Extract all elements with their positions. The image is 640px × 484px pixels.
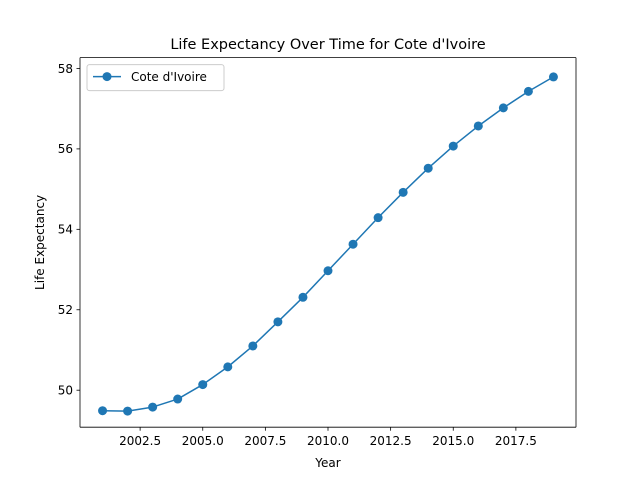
y-axis-label: Life Expectancy xyxy=(33,195,47,290)
data-point xyxy=(373,213,383,223)
data-point xyxy=(523,86,533,96)
data-point xyxy=(98,406,108,416)
x-tick-label: 2017.5 xyxy=(495,434,537,448)
data-point xyxy=(323,266,333,276)
data-point xyxy=(548,72,558,82)
data-point xyxy=(148,402,158,412)
x-tick-label: 2012.5 xyxy=(370,434,412,448)
x-axis-ticks: 2002.5 2005.0 2007.5 2010.0 2012.5 2015.0 2017… xyxy=(119,427,537,448)
x-tick-label: 2010.0 xyxy=(307,434,349,448)
data-point xyxy=(198,380,208,390)
data-point xyxy=(298,292,308,302)
data-point xyxy=(398,187,408,197)
data-point xyxy=(173,394,183,404)
data-point xyxy=(473,121,483,131)
x-axis-label: Year xyxy=(314,456,340,470)
y-tick-label: 52 xyxy=(58,303,73,317)
chart-title: Life Expectancy Over Time for Cote d'Ivo… xyxy=(170,37,485,53)
data-point xyxy=(273,317,283,327)
data-point xyxy=(348,239,358,249)
legend-marker-sample xyxy=(102,72,112,82)
x-tick-label: 2007.5 xyxy=(244,434,286,448)
y-tick-label: 56 xyxy=(58,142,73,156)
series-layer xyxy=(98,72,558,416)
x-tick-label: 2005.0 xyxy=(182,434,224,448)
y-tick-label: 58 xyxy=(58,62,73,76)
data-point xyxy=(448,141,458,151)
y-axis-ticks: 50 52 54 56 58 xyxy=(58,62,80,397)
data-point xyxy=(123,406,133,416)
plot-area xyxy=(80,57,576,428)
data-point xyxy=(423,163,433,173)
data-point xyxy=(498,103,508,113)
x-tick-label: 2002.5 xyxy=(119,434,161,448)
legend-entry-label: Cote d'Ivoire xyxy=(131,70,207,84)
data-point xyxy=(223,362,233,372)
data-point xyxy=(248,341,258,351)
y-tick-label: 54 xyxy=(58,223,73,237)
legend: Cote d'Ivoire xyxy=(86,64,225,92)
y-tick-label: 50 xyxy=(58,383,73,397)
x-tick-label: 2015.0 xyxy=(432,434,474,448)
legend-box xyxy=(86,64,225,92)
